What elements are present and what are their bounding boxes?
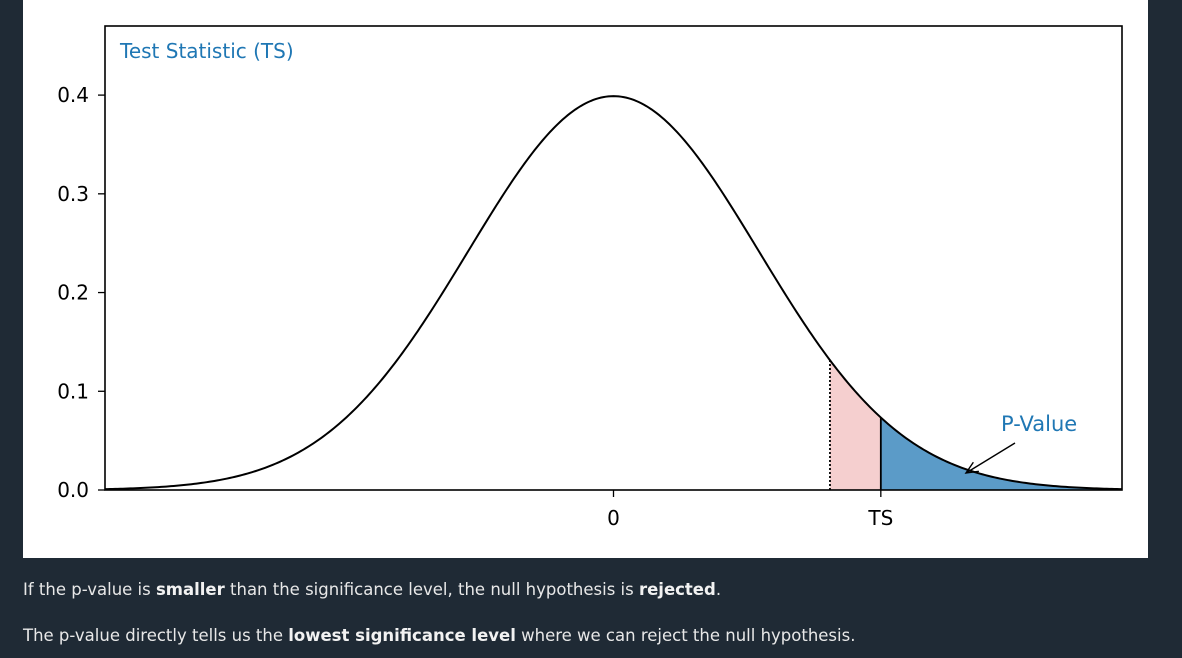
caption-text: The p-value directly tells us the: [23, 626, 289, 645]
x-tick-label: 0: [607, 506, 620, 530]
p-value-arrow-head: [964, 461, 979, 474]
p-value-region: [880, 417, 1122, 490]
caption-text: If the p-value is: [23, 580, 156, 599]
y-tick-label: 0.0: [57, 478, 89, 502]
caption-emphasis: rejected: [638, 580, 716, 599]
caption-text: .: [715, 580, 722, 599]
y-tick-label: 0.4: [57, 83, 89, 107]
caption-reject-rule: If the p-value is smaller than the signi…: [23, 580, 721, 599]
caption-text: where we can reject the null hypothesis.: [515, 626, 856, 645]
caption-text: than the significance level, the null hy…: [224, 580, 639, 599]
rejection-region: [829, 360, 881, 490]
x-tick-label: TS: [867, 506, 893, 530]
test-statistic-annotation: Test Statistic (TS): [119, 39, 294, 63]
p-value-arrow: [965, 442, 1016, 474]
caption-lowest-significance: The p-value directly tells us the lowest…: [23, 626, 855, 645]
caption-emphasis: smaller: [155, 580, 225, 599]
y-tick-label: 0.1: [57, 379, 89, 403]
normal-curve: [104, 95, 1123, 491]
y-tick-label: 0.3: [57, 182, 89, 206]
normal-distribution-chart: 0.0 0.1 0.2 0.3 0.4 0 TS Test Statistic (TS) P-V…: [57, 25, 1123, 530]
chart-figure: 0.0 0.1 0.2 0.3 0.4 0 TS Test Statistic (TS) P-V…: [23, 0, 1148, 558]
p-value-annotation: P-Value: [1001, 412, 1077, 436]
caption-emphasis: lowest significance level: [288, 626, 516, 645]
y-tick-label: 0.2: [57, 281, 89, 305]
